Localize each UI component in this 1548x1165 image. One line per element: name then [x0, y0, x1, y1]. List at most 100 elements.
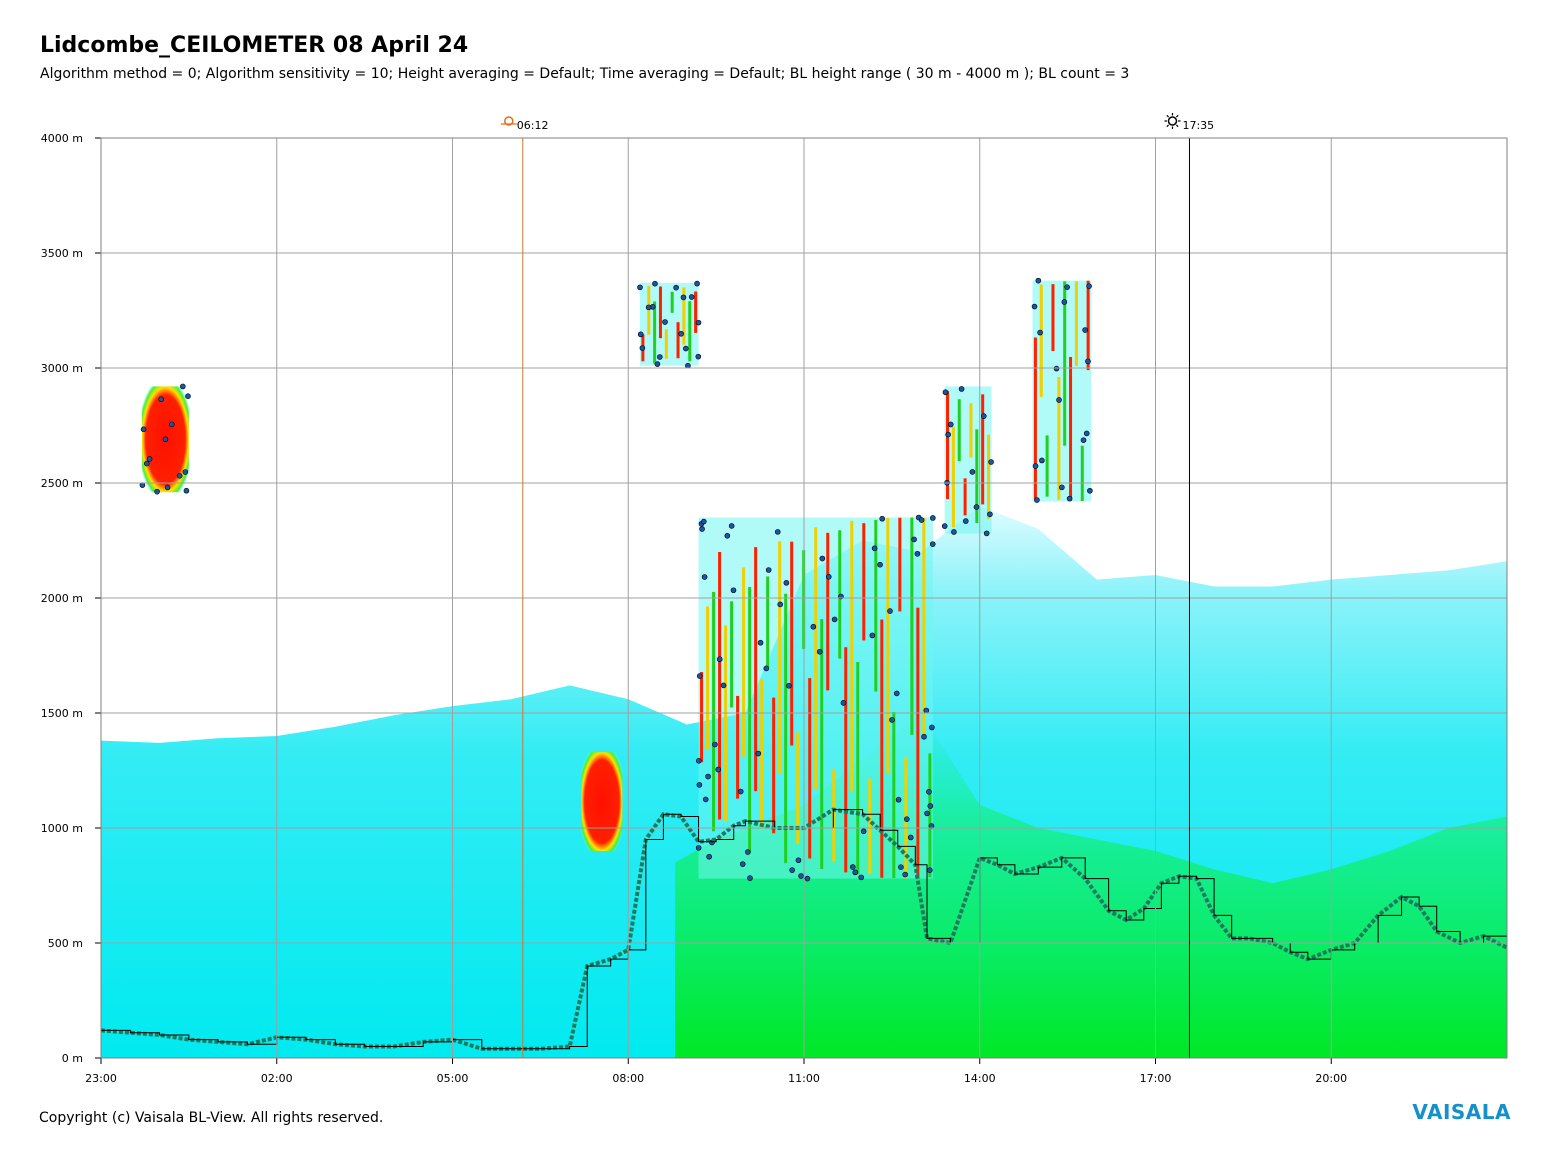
- cloud-point: [706, 853, 712, 860]
- cloud-point: [1087, 487, 1093, 494]
- cloud-point: [757, 639, 764, 646]
- cloud-streak: [790, 541, 794, 746]
- cloud-point: [162, 436, 169, 443]
- cloud-point: [180, 383, 186, 390]
- cloud-point: [724, 532, 731, 539]
- cloud-point: [869, 632, 876, 639]
- cloud-point: [923, 707, 930, 714]
- cloud-streak: [868, 778, 872, 874]
- cloud-points-group: [139, 277, 1093, 882]
- cloud-streak: [736, 695, 740, 799]
- cloud-streak: [1033, 337, 1037, 499]
- cloud-streak: [910, 517, 914, 735]
- cloud-point: [871, 545, 878, 552]
- cloud-point: [1037, 329, 1043, 336]
- cloud-streak: [975, 429, 979, 524]
- cloud-point: [942, 389, 949, 396]
- cloud-point: [877, 561, 883, 568]
- cloud-point: [739, 861, 746, 867]
- cloud-streak: [886, 518, 890, 774]
- cloud-point: [652, 280, 658, 287]
- cloud-point: [860, 828, 867, 835]
- cloud-point: [158, 396, 164, 403]
- cloud-streak: [963, 478, 967, 516]
- y-axis: 0 m 500 m 1000 m 1500 m 2000 m 2500 m 3000 m 35…: [41, 132, 101, 1065]
- cloud-point: [654, 361, 661, 367]
- cloud-point: [825, 573, 832, 580]
- cloud-streak: [647, 286, 651, 335]
- cloud-point: [695, 845, 702, 851]
- cloud-point: [699, 526, 705, 532]
- cloud-point: [720, 682, 727, 689]
- cloud-streak: [957, 399, 961, 462]
- cloud-streak: [772, 697, 776, 834]
- cloud-point: [1086, 283, 1092, 289]
- cloud-streak: [814, 527, 818, 790]
- cloud-point: [176, 473, 183, 479]
- cloud-point: [1032, 463, 1039, 469]
- y-tick-label: 1500 m: [41, 707, 83, 720]
- cloud-point: [887, 608, 893, 614]
- cloud-point: [852, 869, 859, 876]
- cloud-point: [140, 426, 147, 433]
- cloud-point: [1035, 277, 1042, 284]
- cloud-point: [716, 656, 723, 663]
- cloud-point: [1059, 484, 1065, 491]
- cloud-point: [904, 816, 910, 822]
- cloud-streak: [670, 291, 674, 313]
- cloud-streak: [742, 567, 746, 757]
- cloud-point: [786, 682, 792, 689]
- cloud-point: [1083, 430, 1090, 437]
- cloud-point: [850, 864, 856, 870]
- cloud-point: [798, 873, 804, 879]
- x-tick-label: 02:00: [261, 1072, 293, 1085]
- cloud-streak: [850, 520, 854, 792]
- cloud-streak: [856, 662, 860, 875]
- cloud-streak: [706, 606, 710, 750]
- cloud-point: [858, 874, 865, 881]
- cloud-streak: [862, 523, 866, 641]
- y-tick-label: 2000 m: [41, 592, 83, 605]
- cloud-streak: [682, 287, 686, 345]
- cloud-point: [154, 488, 160, 495]
- cloud-point: [637, 284, 643, 291]
- cloud-streak: [730, 601, 734, 708]
- cloud-streak: [987, 434, 991, 520]
- sun-ray: [1175, 124, 1179, 128]
- cloud-point: [958, 386, 965, 392]
- cloud-streak: [922, 517, 926, 739]
- cloud-point: [683, 345, 689, 352]
- cloud-streak: [1074, 281, 1078, 366]
- cloud-point: [789, 867, 795, 873]
- cloud-streak: [658, 286, 662, 339]
- cloud-streak: [1063, 281, 1067, 446]
- cloud-streak: [796, 732, 800, 844]
- cloud-point: [730, 587, 737, 594]
- cloud-point: [747, 875, 753, 881]
- cloud-streak: [1086, 280, 1090, 371]
- cloud-point: [688, 294, 695, 300]
- y-tick-label: 3500 m: [41, 247, 83, 260]
- cloud-streak: [664, 329, 668, 359]
- cloud-point: [962, 518, 969, 524]
- cloud-point: [1080, 437, 1087, 444]
- cloud-point: [914, 550, 921, 557]
- cloud-point: [143, 460, 150, 467]
- cloud-point: [673, 284, 679, 291]
- cloud-point: [941, 523, 948, 529]
- x-axis: 23:00 02:00 05:00 08:00 11:00 14:00 17:00 20:00: [85, 1058, 1347, 1085]
- y-tick-label: 4000 m: [41, 132, 83, 145]
- cloud-point: [983, 530, 990, 537]
- cloud-streak: [688, 301, 692, 362]
- bl-step-line: [101, 809, 1507, 1050]
- cloud-streak: [916, 607, 920, 879]
- cloud-point: [898, 864, 904, 870]
- cloud-point: [929, 724, 935, 731]
- cloud-point: [987, 511, 993, 518]
- cloud-streak: [1057, 377, 1061, 500]
- cloud-streak: [784, 593, 788, 864]
- cloud-streak: [1051, 284, 1055, 351]
- y-tick-label: 3000 m: [41, 362, 83, 375]
- cloud-streak: [724, 625, 728, 821]
- cloud-point: [774, 529, 781, 535]
